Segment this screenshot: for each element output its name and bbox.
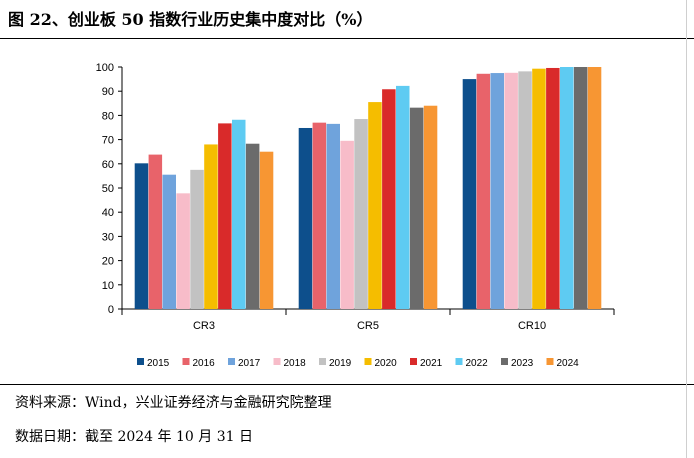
bar-cr10-2024: [587, 67, 602, 309]
bar-cr10-2017: [490, 73, 504, 309]
bar-cr3-2022: [232, 119, 246, 309]
y-tick-label: 50: [102, 183, 114, 195]
legend-swatch: [228, 358, 235, 365]
bar-cr10-2015: [462, 79, 477, 309]
chart-axes: 0 10 20 30 40 50 60 70 80 90 100 CR3 CR5 CR10: [96, 62, 615, 332]
bar-cr5-2021: [382, 89, 396, 309]
legend-label: 2020: [375, 358, 398, 369]
bar-cr5-2024: [423, 105, 438, 309]
legend-swatch: [137, 358, 144, 365]
bar-cr3-2024: [259, 151, 274, 309]
bar-cr10-2016: [476, 73, 491, 309]
legend-swatch: [273, 358, 281, 365]
legend-label: 2016: [193, 358, 216, 369]
bar-cr10-2019: [518, 71, 532, 309]
bar-cr5-2018: [340, 140, 354, 309]
bar-cr10-2018: [504, 72, 518, 309]
y-tick-label: 0: [108, 304, 114, 316]
y-tick-label: 70: [102, 135, 114, 147]
x-tick-label: CR5: [357, 320, 379, 332]
footer-rule: [0, 384, 694, 385]
legend-swatch: [455, 358, 463, 365]
bar-cr3-2018: [176, 193, 190, 309]
bar-cr5-2022: [396, 85, 410, 309]
bar-cr5-2020: [368, 102, 382, 309]
chart-title: 图 22、创业板 50 指数行业历史集中度对比（%）: [8, 10, 373, 29]
legend-label: 2018: [284, 358, 307, 369]
y-tick-label: 20: [102, 256, 114, 268]
legend-label: 2017: [238, 358, 261, 369]
y-tick-label: 10: [102, 280, 114, 292]
legend-swatch: [501, 358, 508, 365]
x-tick-label: CR3: [193, 320, 215, 332]
date-note: 数据日期：截至 2024 年 10 月 31 日: [15, 429, 253, 445]
source-note: 资料来源：Wind，兴业证券经济与金融研究院整理: [15, 395, 332, 411]
right-frame: [686, 0, 687, 458]
bar-cr3-2016: [148, 154, 163, 309]
x-tick-label: CR10: [518, 320, 546, 332]
legend-swatch: [364, 358, 372, 365]
y-tick-label: 90: [102, 86, 114, 98]
y-tick-label: 30: [102, 231, 114, 243]
legend-swatch: [546, 358, 554, 365]
chart-legend: 2015 2016 2017 2018 2019 2020 2021 2022 2023 2024: [137, 358, 579, 369]
y-tick-label: 40: [102, 207, 114, 219]
bar-cr3-2017: [162, 174, 176, 309]
legend-label: 2015: [147, 358, 170, 369]
bar-cr5-2016: [312, 122, 327, 309]
y-tick-label: 60: [102, 159, 114, 171]
legend-label: 2019: [329, 358, 352, 369]
legend-swatch: [182, 358, 190, 365]
bar-cr5-2017: [326, 123, 340, 310]
bar-cr5-2015: [298, 127, 313, 309]
bar-cr3-2020: [204, 144, 218, 309]
bar-cr10-2023: [573, 67, 588, 309]
legend-swatch: [319, 358, 326, 365]
bar-cr3-2019: [190, 169, 204, 309]
bar-cr10-2021: [546, 67, 560, 309]
bar-cr10-2022: [560, 67, 574, 309]
top-rule: [0, 38, 694, 39]
y-tick-label: 80: [102, 110, 114, 122]
legend-swatch: [410, 358, 417, 365]
bar-cr3-2023: [245, 143, 260, 309]
legend-label: 2021: [420, 358, 443, 369]
legend-label: 2023: [511, 358, 534, 369]
y-tick-label: 100: [96, 62, 114, 74]
chart-bars: [134, 67, 602, 310]
bar-cr5-2023: [409, 107, 424, 309]
bar-cr10-2020: [532, 68, 546, 309]
bar-cr5-2019: [354, 119, 368, 309]
bar-cr3-2021: [218, 123, 232, 309]
bar-cr3-2015: [134, 163, 149, 309]
legend-label: 2024: [557, 358, 580, 369]
legend-label: 2022: [466, 358, 489, 369]
